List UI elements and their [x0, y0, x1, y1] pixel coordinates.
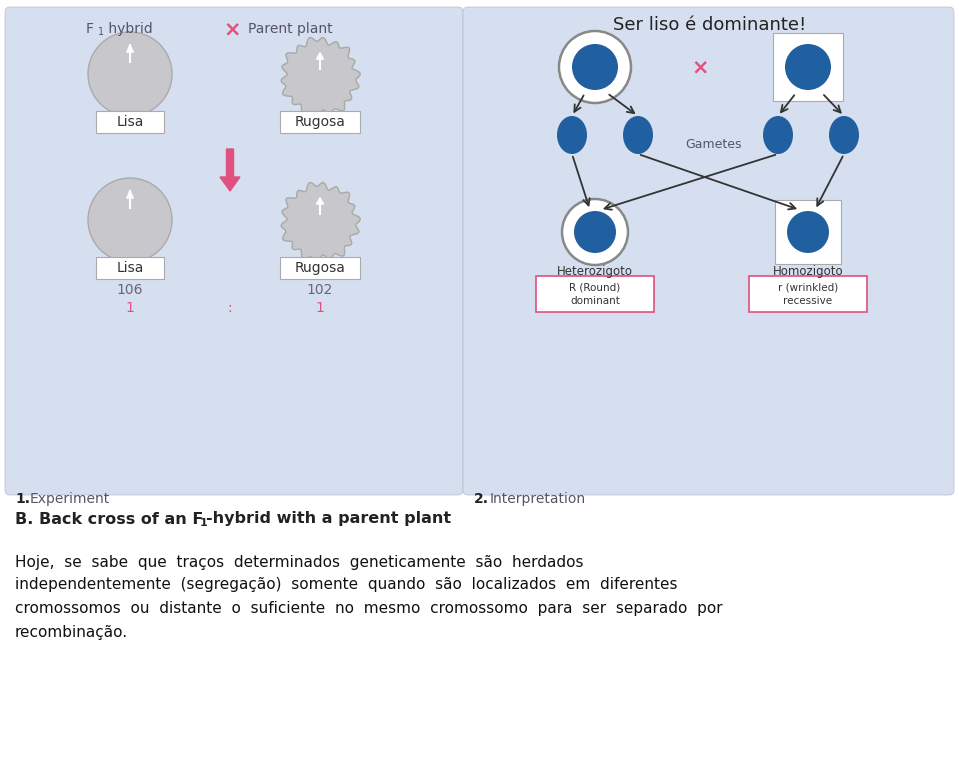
Text: B. Back cross of an F: B. Back cross of an F: [15, 512, 203, 526]
Circle shape: [572, 44, 618, 90]
FancyArrow shape: [220, 149, 240, 191]
Polygon shape: [281, 183, 361, 262]
Circle shape: [562, 199, 628, 265]
Text: 1.: 1.: [15, 492, 30, 506]
Text: ×: ×: [691, 57, 709, 77]
Text: 1: 1: [126, 301, 134, 315]
Text: recombinação.: recombinação.: [15, 624, 129, 640]
Circle shape: [88, 178, 172, 262]
Text: F: F: [86, 22, 94, 36]
FancyBboxPatch shape: [463, 7, 954, 495]
Text: independentemente  (segregação)  somente  quando  são  localizados  em  diferent: independentemente (segregação) somente q…: [15, 578, 677, 592]
FancyBboxPatch shape: [96, 257, 164, 279]
FancyBboxPatch shape: [749, 276, 867, 312]
Text: R (Round)
dominant: R (Round) dominant: [570, 282, 620, 305]
Text: Lisa: Lisa: [116, 115, 144, 129]
Text: Rugosa: Rugosa: [294, 261, 345, 275]
FancyBboxPatch shape: [5, 7, 463, 495]
Circle shape: [787, 211, 829, 253]
Text: 2.: 2.: [474, 492, 489, 506]
Text: 1: 1: [200, 518, 208, 528]
Text: 1: 1: [316, 301, 324, 315]
FancyBboxPatch shape: [775, 200, 841, 264]
Text: -hybrid with a parent plant: -hybrid with a parent plant: [206, 512, 451, 526]
Circle shape: [559, 31, 631, 103]
Text: Rugosa: Rugosa: [294, 115, 345, 129]
Text: ×: ×: [223, 19, 241, 39]
Ellipse shape: [623, 116, 653, 154]
Text: Interpretation: Interpretation: [490, 492, 586, 506]
Text: Experiment: Experiment: [30, 492, 110, 506]
FancyBboxPatch shape: [280, 257, 360, 279]
Text: Homozigoto: Homozigoto: [773, 265, 843, 278]
Text: cromossomos  ou  distante  o  suficiente  no  mesmo  cromossomo  para  ser  sepa: cromossomos ou distante o suficiente no …: [15, 601, 723, 617]
Text: :: :: [227, 301, 232, 315]
Polygon shape: [281, 38, 361, 117]
Text: Heterozigoto: Heterozigoto: [557, 265, 633, 278]
Circle shape: [88, 32, 172, 116]
Ellipse shape: [829, 116, 859, 154]
Polygon shape: [127, 44, 133, 52]
Text: Hoje,  se  sabe  que  traços  determinados  geneticamente  são  herdados: Hoje, se sabe que traços determinados ge…: [15, 555, 583, 570]
Ellipse shape: [763, 116, 793, 154]
Ellipse shape: [557, 116, 587, 154]
Text: Ser liso é dominante!: Ser liso é dominante!: [614, 16, 807, 34]
Circle shape: [785, 44, 831, 90]
Polygon shape: [127, 191, 133, 198]
Text: 102: 102: [307, 283, 333, 297]
Text: 1: 1: [98, 27, 105, 37]
Polygon shape: [316, 53, 324, 59]
Circle shape: [574, 211, 616, 253]
Text: Parent plant: Parent plant: [247, 22, 333, 36]
FancyBboxPatch shape: [96, 111, 164, 133]
Text: Gametes: Gametes: [686, 139, 742, 152]
FancyBboxPatch shape: [773, 33, 843, 101]
Text: r (wrinkled)
recessive: r (wrinkled) recessive: [778, 282, 838, 305]
FancyBboxPatch shape: [280, 111, 360, 133]
Text: 106: 106: [117, 283, 143, 297]
Polygon shape: [316, 198, 324, 204]
Text: hybrid: hybrid: [104, 22, 152, 36]
FancyBboxPatch shape: [536, 276, 654, 312]
Text: Lisa: Lisa: [116, 261, 144, 275]
